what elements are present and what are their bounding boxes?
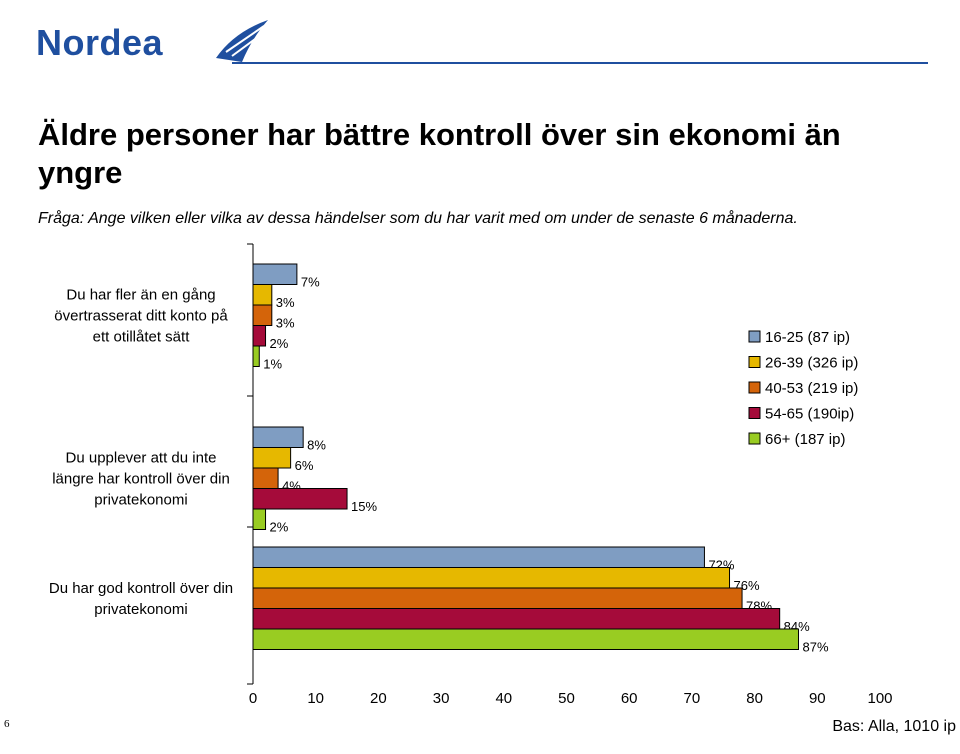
- page-number: 6: [4, 718, 10, 730]
- x-tick-label: 20: [370, 690, 387, 707]
- category-label: övertrasserat ditt konto på: [54, 307, 228, 324]
- legend-swatch: [748, 356, 761, 368]
- bar-2-series-5: [252, 508, 267, 530]
- x-tick-label: 80: [746, 690, 763, 707]
- bar-3-series-3: [252, 587, 743, 609]
- data-label: 87%: [802, 639, 828, 654]
- category-label: privatekonomi: [94, 491, 187, 508]
- x-tick-label: 0: [249, 690, 257, 707]
- category-label: ett otillåtet sätt: [93, 328, 191, 345]
- category-label: privatekonomi: [94, 601, 187, 618]
- x-tick-label: 100: [867, 690, 892, 707]
- category-label: Du upplever att du inte: [66, 449, 217, 466]
- bar-1-series-1: [252, 263, 298, 285]
- bar-2-series-2: [252, 447, 292, 469]
- data-label: 6%: [295, 458, 314, 473]
- legend-entry: 26-39 (326 ip): [765, 355, 858, 372]
- x-tick-label: 10: [307, 690, 324, 707]
- bar-2-series-1: [252, 426, 304, 448]
- bar-1-series-5: [252, 345, 260, 367]
- category-label: längre har kontroll över din: [52, 470, 230, 487]
- x-tick-label: 50: [558, 690, 575, 707]
- data-label: 3%: [276, 295, 295, 310]
- bar-3-series-4: [252, 608, 781, 630]
- category-label: Du har fler än en gång: [66, 286, 215, 303]
- data-label: 7%: [301, 274, 320, 289]
- legend-entry: 54-65 (190ip): [765, 406, 854, 423]
- x-tick-label: 60: [621, 690, 638, 707]
- data-label: 15%: [351, 499, 377, 514]
- legend-entry: 66+ (187 ip): [765, 431, 845, 448]
- bar-3-series-1: [252, 546, 705, 568]
- legend-swatch: [748, 381, 761, 394]
- header-rule: [232, 62, 928, 64]
- logo-text: Nordea: [36, 22, 164, 63]
- page-title: Äldre personer har bättre kontroll över …: [38, 117, 841, 190]
- bar-2-series-3: [252, 467, 279, 489]
- x-tick-label: 70: [684, 690, 701, 707]
- data-label: 2%: [270, 336, 289, 351]
- legend-swatch: [748, 330, 761, 343]
- legend-swatch: [748, 432, 761, 445]
- bar-1-series-4: [252, 325, 267, 347]
- x-tick-label: 90: [809, 690, 826, 707]
- bar-2-series-4: [252, 488, 348, 510]
- data-label: 2%: [270, 519, 289, 534]
- bar-3-series-5: [252, 628, 799, 650]
- data-label: 1%: [263, 356, 282, 371]
- bar-3-series-2: [252, 567, 731, 589]
- x-tick-label: 40: [495, 690, 512, 707]
- legend-entry: 40-53 (219 ip): [765, 380, 858, 397]
- question-subtitle: Fråga: Ange vilken eller vilka av dessa …: [38, 210, 798, 227]
- legend-entry: 16-25 (87 ip): [765, 329, 850, 346]
- bar-1-series-3: [252, 304, 273, 326]
- sail-icon: [216, 20, 268, 62]
- bar-1-series-2: [252, 284, 273, 306]
- data-label: 8%: [307, 437, 326, 452]
- data-label: 3%: [276, 315, 295, 330]
- x-tick-label: 30: [433, 690, 450, 707]
- category-label: Du har god kontroll över din: [49, 580, 233, 597]
- legend-swatch: [748, 407, 761, 419]
- base-note: Bas: Alla, 1010 ip: [832, 718, 956, 735]
